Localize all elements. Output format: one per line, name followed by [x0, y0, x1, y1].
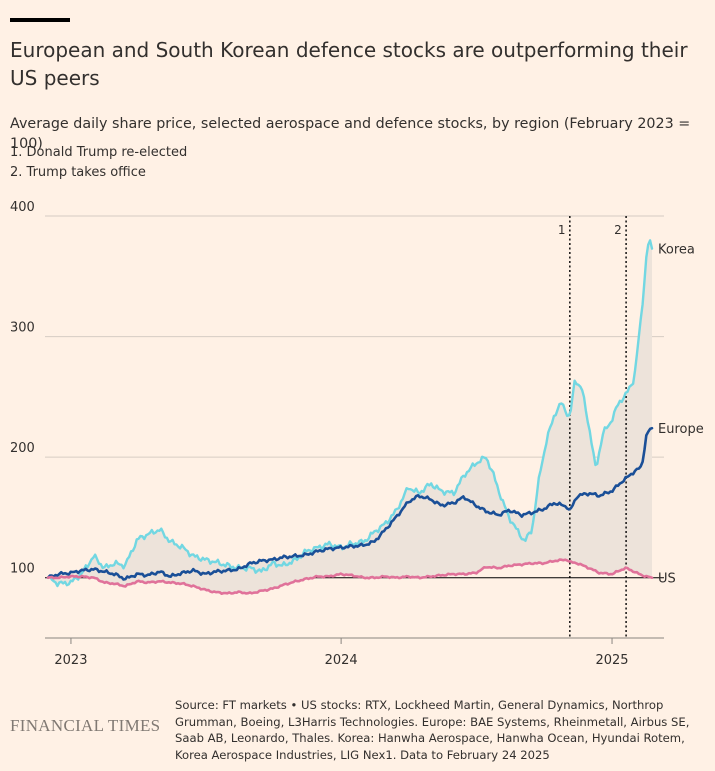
series-label-korea: Korea — [658, 243, 695, 258]
series-label-us: US — [658, 572, 676, 587]
event-marker-label-1: 1 — [558, 223, 566, 237]
annotation-note-2: 2. Trump takes office — [10, 165, 146, 180]
x-tick-label-2025: 2025 — [595, 653, 628, 668]
x-tick-label-2024: 2024 — [325, 653, 358, 668]
series-line-us — [46, 558, 654, 595]
axes: 100 200 300 400 2023 2024 2025 — [10, 200, 664, 668]
y-tick-label-100: 100 — [10, 562, 35, 577]
line-chart: 1 2 Korea Europe US 100 200 300 400 2023 2024 202… — [10, 200, 704, 668]
series-lines — [46, 239, 654, 595]
annotation-note-1: 1. Donald Trump re-elected — [10, 145, 188, 160]
header-rule — [10, 18, 70, 22]
y-tick-label-300: 300 — [10, 321, 35, 336]
source-note: Source: FT markets • US stocks: RTX, Loc… — [175, 698, 690, 762]
series-labels: Korea Europe US — [658, 243, 704, 587]
spread-band — [48, 241, 652, 594]
y-tick-label-200: 200 — [10, 441, 35, 456]
annotation-list: 1. Donald Trump re-elected 2. Trump take… — [10, 143, 187, 183]
series-label-europe: Europe — [658, 422, 704, 437]
y-tick-label-400: 400 — [10, 200, 35, 215]
chart-subtitle: Average daily share price, selected aero… — [10, 116, 691, 152]
ft-logo: FINANCIAL TIMES — [10, 716, 161, 735]
chart-title: European and South Korean defence stocks… — [10, 38, 688, 90]
series-line-europe — [46, 426, 654, 581]
range-band — [48, 241, 652, 594]
x-tick-label-2023: 2023 — [54, 653, 87, 668]
event-marker-label-2: 2 — [614, 223, 622, 237]
series-line-korea — [46, 239, 654, 588]
